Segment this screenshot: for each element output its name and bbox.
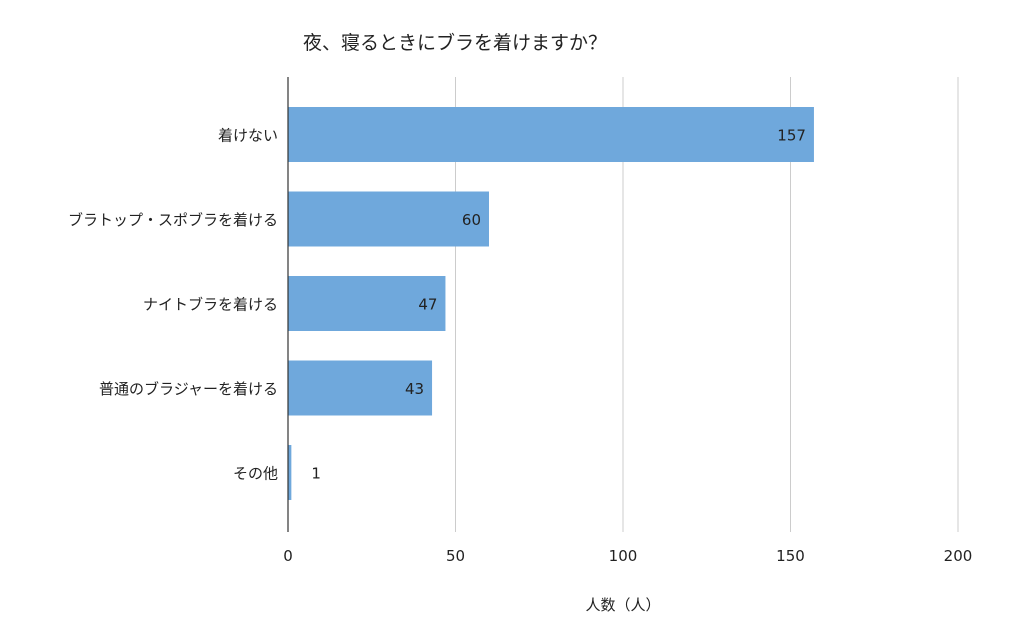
category-label: ナイトブラを着ける <box>143 296 278 314</box>
data-label: 60 <box>462 211 481 229</box>
data-label: 1 <box>311 465 321 483</box>
bar <box>288 360 433 416</box>
x-tick-label: 150 <box>776 547 805 565</box>
bar <box>288 445 292 500</box>
category-label: 普通のブラジャーを着ける <box>99 380 278 398</box>
chart-title: 夜、寝るときにブラを着けますか？ <box>303 32 608 54</box>
category-label: その他 <box>233 465 278 483</box>
x-axis-label: 人数（人） <box>585 596 660 614</box>
x-tick-label: 50 <box>446 547 465 565</box>
category-label: ブラトップ・スポブラを着ける <box>68 211 278 229</box>
data-label: 157 <box>777 127 806 145</box>
x-tick-label: 200 <box>944 547 973 565</box>
data-label: 47 <box>418 296 437 314</box>
x-tick-label: 0 <box>283 547 293 565</box>
bar <box>288 191 489 247</box>
bar <box>288 276 446 331</box>
data-label: 43 <box>405 380 424 398</box>
x-tick-label: 100 <box>609 547 638 565</box>
bar <box>288 107 814 162</box>
category-label: 着けない <box>218 127 278 145</box>
